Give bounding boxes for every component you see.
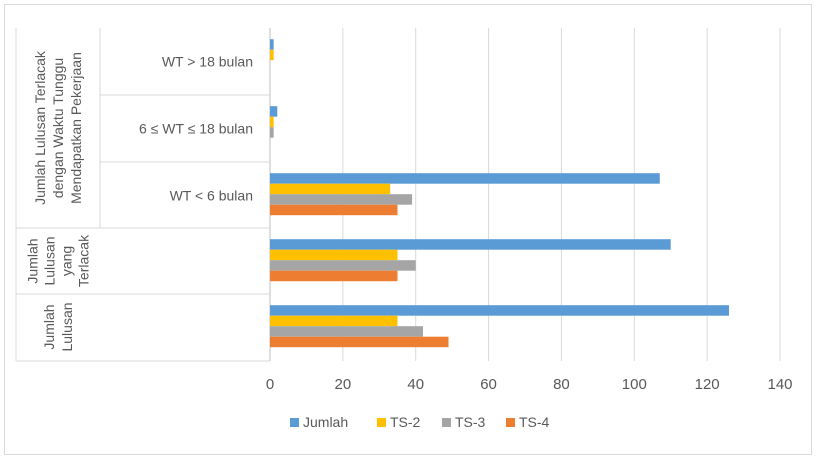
legend-swatch [377,418,386,427]
category-label: 6 ≤ WT ≤ 18 bulan [139,120,253,136]
bar-jumlah [270,39,274,50]
bar-jumlah [270,239,671,250]
group-label-line: Lulusan [42,236,58,285]
x-tick-label: 100 [622,376,647,393]
group-label: Jumlah Lulusan Terlacak dengan Waktu Tung… [32,50,84,205]
x-tick-label: 80 [553,376,570,393]
bar-ts-3 [270,194,413,205]
bar-ts-4 [270,204,398,216]
gridlines [269,28,781,361]
group-label-line: yang [59,246,75,276]
bar-ts-4 [270,336,449,348]
x-tick-label: 60 [480,376,497,393]
bar-ts-3 [270,127,274,138]
legend-swatch [506,418,515,427]
group-label-line: Jumlah Lulusan Terlacak [32,50,48,205]
bar-jumlah [270,173,660,184]
bar-ts-2 [270,249,398,261]
bar-jumlah [270,106,278,117]
group-label: Jumlah Lulusan yang Terlacak [25,234,92,287]
bars [270,39,729,348]
chart-area: WT > 18 bulan 6 ≤ WT ≤ 18 bulan WT < 6 bul… [4,4,812,455]
bar-jumlah [270,305,729,316]
group-label-line: Jumlah [41,304,57,349]
group-label: Jumlah Lulusan [41,302,75,351]
bar-ts-3 [270,260,416,271]
legend-label: TS-2 [390,414,421,430]
x-tick-label: 20 [335,376,352,393]
x-axis-tick-labels: 0 20 40 60 80 100 120 140 [266,376,793,393]
category-table: WT > 18 bulan 6 ≤ WT ≤ 18 bulan WT < 6 bul… [15,28,270,362]
group-label-line: Lulusan [59,302,75,351]
bar-ts-2 [270,315,398,327]
x-tick-label: 0 [266,376,274,393]
category-label: WT < 6 bulan [170,187,253,203]
bar-ts-2 [270,49,274,61]
x-tick-label: 40 [407,376,424,393]
legend-label: Jumlah [303,414,348,430]
group-label-line: Mendapatkan Pekerjaan [68,52,84,204]
group-label-line: Terlacak [76,234,92,287]
bar-ts-2 [270,116,274,128]
bar-ts-3 [270,326,423,337]
legend-label: TS-3 [455,414,486,430]
legend-label: TS-4 [519,414,550,430]
x-tick-label: 140 [767,376,792,393]
category-label: WT > 18 bulan [162,53,253,69]
legend-swatch [290,418,299,427]
legend: Jumlah TS-2 TS-3 TS-4 [290,414,550,430]
group-label-line: dengan Waktu Tunggu [50,58,66,198]
bar-ts-2 [270,183,391,195]
legend-swatch [442,418,451,427]
group-label-line: Jumlah [25,238,41,283]
bar-chart: WT > 18 bulan 6 ≤ WT ≤ 18 bulan WT < 6 bul… [15,28,793,430]
x-tick-label: 120 [695,376,720,393]
bar-ts-4 [270,270,398,282]
